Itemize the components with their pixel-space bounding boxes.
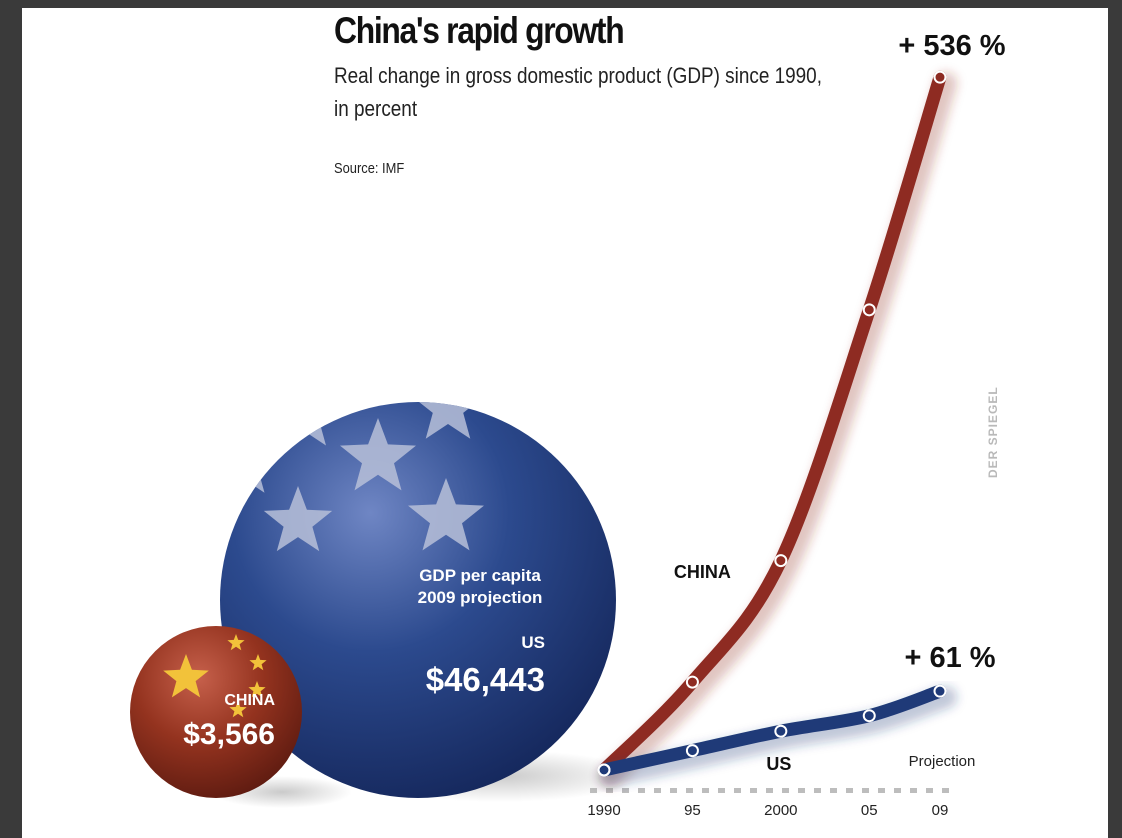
marker-layer <box>597 70 947 777</box>
x-axis-dot <box>910 788 917 793</box>
x-tick-label: 05 <box>861 802 878 819</box>
us-data-point <box>774 724 788 738</box>
us-sphere-label: US <box>521 633 545 652</box>
us-sphere <box>220 402 616 798</box>
x-axis-dot <box>926 788 933 793</box>
china-series-name: CHINA <box>674 562 731 582</box>
china-data-point <box>862 303 876 317</box>
china-series-shadow <box>599 72 957 787</box>
us-flag-star <box>495 354 544 401</box>
us-data-point <box>597 763 611 777</box>
x-axis-dot <box>590 788 597 793</box>
us-flag-star <box>364 338 421 392</box>
label-layer: + 536 % CHINA + 61 % US <box>674 30 1006 774</box>
us-flag-star <box>340 418 416 491</box>
china-sphere-label: CHINA <box>224 692 275 709</box>
us-end-label: + 61 % <box>904 642 995 674</box>
source-note: Source: IMF <box>334 160 405 177</box>
us-data-point <box>933 684 947 698</box>
x-axis-dot <box>782 788 789 793</box>
china-flag-star <box>249 654 267 671</box>
china-flag-star <box>227 634 245 651</box>
china-series-line <box>597 70 947 777</box>
us-data-point <box>862 709 876 723</box>
china-data-point <box>933 70 947 84</box>
projection-label: Projection <box>909 753 976 770</box>
china-sphere <box>130 626 302 798</box>
china-data-point <box>685 675 699 689</box>
x-axis-dot <box>622 788 629 793</box>
x-tick-label: 1990 <box>587 802 620 819</box>
x-axis: 1990 95 2000 05 09 Projection <box>587 753 975 819</box>
china-end-label: + 536 % <box>898 30 1005 62</box>
x-axis-dot <box>846 788 853 793</box>
sphere-caption-line-1: GDP per capita <box>419 566 541 585</box>
us-series-line <box>597 684 947 777</box>
x-axis-dot <box>878 788 885 793</box>
us-data-point <box>685 744 699 758</box>
china-flag-star <box>163 654 209 698</box>
china-data-point <box>774 554 788 568</box>
x-axis-dot <box>942 788 949 793</box>
x-axis-dot <box>702 788 709 793</box>
x-axis-dot <box>734 788 741 793</box>
x-tick-label: 09 <box>932 802 949 819</box>
x-axis-dot <box>606 788 613 793</box>
x-axis-dot <box>654 788 661 793</box>
china-flag-star <box>229 701 247 718</box>
x-axis-dot <box>686 788 693 793</box>
x-axis-dot <box>830 788 837 793</box>
x-axis-dot <box>718 788 725 793</box>
us-flag-star <box>411 402 485 439</box>
us-flag-star <box>263 486 333 552</box>
x-axis-dot <box>766 788 773 793</box>
china-sphere-value: $3,566 <box>183 718 275 751</box>
x-axis-dot <box>894 788 901 793</box>
x-axis-dot <box>814 788 821 793</box>
x-axis-dot <box>750 788 757 793</box>
us-sphere-value: $46,443 <box>426 661 545 698</box>
x-axis-dot <box>670 788 677 793</box>
x-axis-dot <box>638 788 645 793</box>
chart-subtitle-line-1: Real change in gross domestic product (G… <box>334 63 822 88</box>
us-series-name: US <box>766 754 791 774</box>
chart-subtitle-line-2: in percent <box>334 96 418 121</box>
china-sphere-stars <box>163 634 267 718</box>
china-flag-star <box>248 681 266 698</box>
x-axis-dot <box>862 788 869 793</box>
x-tick-label: 2000 <box>764 802 797 819</box>
x-axis-dot <box>798 788 805 793</box>
us-series-shadow <box>599 686 957 787</box>
us-flag-star <box>408 478 484 551</box>
sphere-caption-line-2: 2009 projection <box>418 588 543 607</box>
chart-title: China's rapid growth <box>334 10 625 51</box>
x-tick-label: 95 <box>684 802 701 819</box>
series-layer <box>597 70 957 787</box>
